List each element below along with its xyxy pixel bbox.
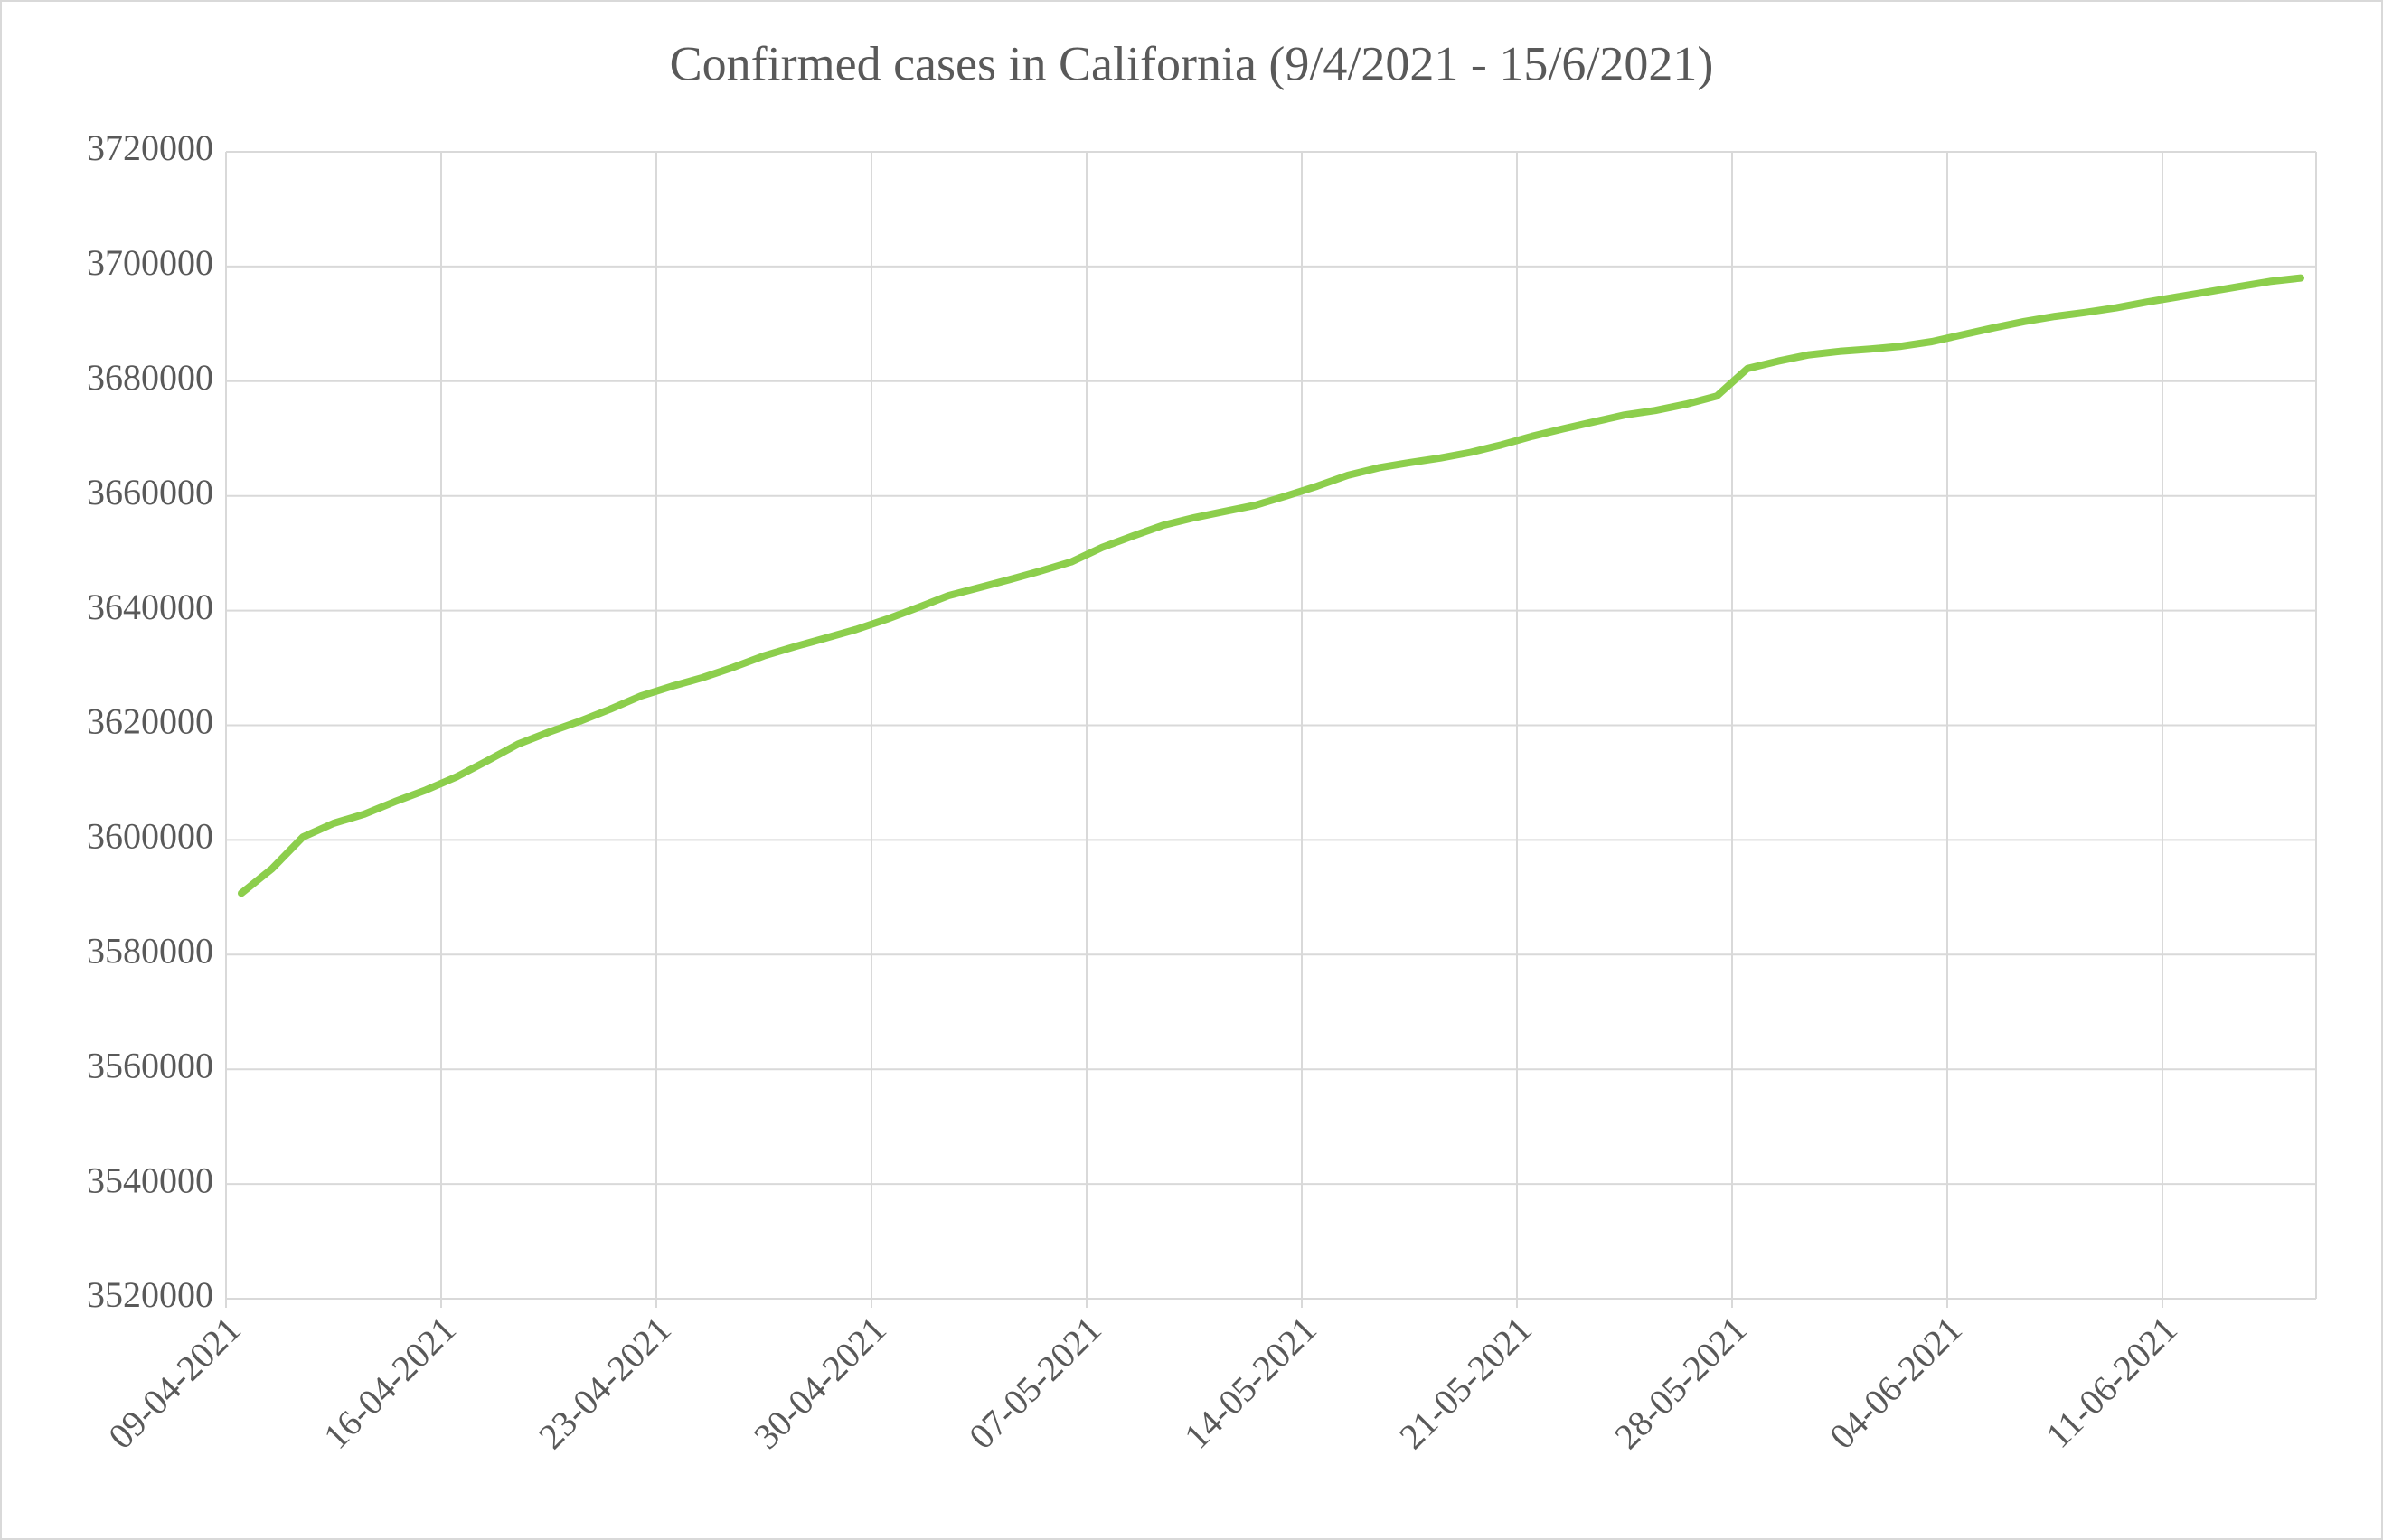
chart-title: Confirmed cases in California (9/4/2021 …: [670, 36, 1714, 90]
data-line: [238, 274, 2304, 897]
y-tick-label: 3700000: [87, 242, 213, 283]
y-tick-label: 3560000: [87, 1045, 213, 1085]
y-tick-label: 3580000: [87, 930, 213, 971]
y-tick-label: 3680000: [87, 357, 213, 398]
y-tick-label: 3540000: [87, 1160, 213, 1200]
y-tick-label: 3640000: [87, 587, 213, 627]
y-tick-label: 3600000: [87, 816, 213, 857]
y-tick-label: 3720000: [87, 127, 213, 168]
y-tick-label: 3660000: [87, 472, 213, 512]
y-tick-label: 3620000: [87, 701, 213, 742]
y-tick-label: 3520000: [87, 1274, 213, 1315]
